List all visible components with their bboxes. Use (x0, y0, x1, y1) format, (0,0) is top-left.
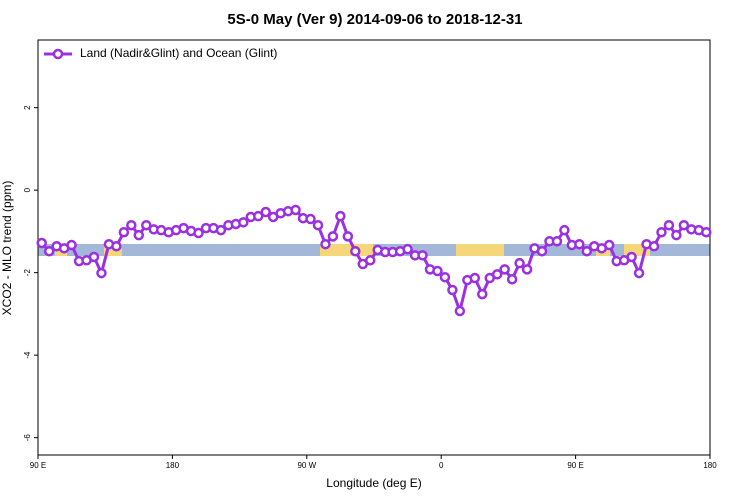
x-tick-label: 180 (166, 461, 180, 470)
series-marker (312, 219, 324, 231)
series-marker (491, 269, 503, 280)
series-marker (574, 238, 585, 250)
series-marker (626, 251, 637, 263)
series-marker (701, 226, 712, 238)
series-marker (253, 210, 264, 222)
x-tick-label: 180 (703, 461, 717, 470)
series-marker (581, 245, 593, 257)
y-tick-label: 2 (23, 105, 32, 110)
series-marker (603, 239, 615, 251)
series-marker (506, 274, 518, 285)
series-marker (126, 219, 137, 231)
series-marker (118, 226, 130, 238)
series-marker (88, 251, 100, 263)
x-tick-label: 0 (439, 461, 444, 470)
y-tick-label: -6 (23, 434, 32, 442)
series-marker (327, 231, 339, 242)
x-tick-label: 90 W (297, 461, 316, 470)
y-tick-label: -2 (23, 269, 32, 277)
series-marker (260, 206, 271, 218)
series-marker (499, 264, 510, 275)
series-marker (335, 210, 346, 222)
series-marker (365, 255, 376, 266)
series-marker (193, 227, 204, 239)
x-axis-label: Longitude (deg E) (326, 476, 421, 490)
x-tick-label: 90 E (567, 461, 583, 470)
land-band (456, 244, 504, 256)
series-marker (305, 213, 316, 225)
series-marker (350, 245, 361, 257)
chart-title: 5S-0 May (Ver 9) 2014-09-06 to 2018-12-3… (227, 11, 522, 28)
series-marker (663, 219, 675, 231)
series-marker (417, 250, 428, 261)
series-marker (469, 272, 481, 284)
series-marker (648, 241, 660, 252)
series-marker (66, 239, 77, 251)
series-marker (96, 267, 107, 279)
series-marker (477, 288, 488, 300)
series-marker (559, 224, 570, 236)
series-marker (111, 241, 122, 252)
y-axis-label: XCO2 - MLO trend (ppm) (0, 181, 14, 316)
series-marker (133, 229, 145, 241)
series-marker (432, 265, 443, 277)
y-tick-label: -4 (23, 351, 32, 359)
series-marker (215, 224, 227, 236)
series-marker (656, 226, 667, 238)
y-tick-label: 0 (23, 187, 32, 192)
legend-marker (52, 48, 64, 60)
series-marker (439, 271, 451, 283)
series-marker (320, 238, 331, 250)
series-marker (36, 237, 47, 249)
series-marker (514, 257, 525, 269)
series-marker (454, 305, 466, 317)
series-marker (290, 204, 301, 216)
plot-frame (37, 39, 711, 456)
series-marker (536, 245, 548, 257)
series-marker (402, 243, 413, 255)
x-tick-label: 90 E (30, 461, 46, 470)
series-marker (633, 267, 645, 279)
series-marker (342, 231, 354, 242)
series-marker (521, 264, 533, 275)
series-marker (551, 236, 563, 247)
series-marker (671, 229, 682, 241)
legend-label: Land (Nadir&Glint) and Ocean (Glint) (80, 46, 277, 60)
series-marker (238, 217, 249, 228)
series-marker (43, 245, 55, 257)
series-marker (447, 284, 458, 296)
series-marker (141, 219, 152, 231)
series-marker (678, 219, 690, 231)
